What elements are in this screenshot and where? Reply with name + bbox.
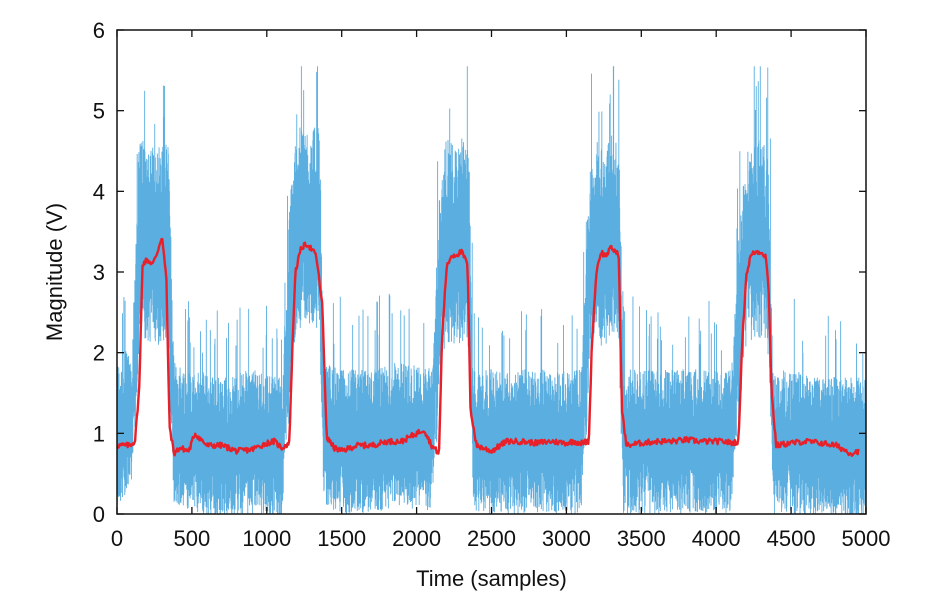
y-tick-label: 6 xyxy=(93,18,105,43)
y-tick-label: 3 xyxy=(93,260,105,285)
x-tick-label: 3000 xyxy=(542,526,591,551)
x-axis-tick-labels: 0 500 1000 1500 2000 2500 3000 3500 4000 4500 5000 xyxy=(111,526,891,551)
x-tick-label: 500 xyxy=(174,526,211,551)
y-tick-label: 4 xyxy=(93,179,105,204)
y-axis-ticks xyxy=(117,29,866,515)
y-tick-label: 5 xyxy=(93,99,105,124)
smoothed-signal-line xyxy=(116,237,860,457)
x-tick-label: 5000 xyxy=(842,526,891,551)
y-tick-label: 0 xyxy=(93,502,105,527)
smoothed-signal-series xyxy=(116,237,860,457)
x-tick-label: 3500 xyxy=(617,526,666,551)
x-tick-label: 1000 xyxy=(242,526,291,551)
x-tick-label: 1500 xyxy=(317,526,366,551)
x-tick-label: 2500 xyxy=(467,526,516,551)
x-axis-label: Time (samples) xyxy=(416,566,567,591)
x-tick-label: 4000 xyxy=(692,526,741,551)
y-tick-label: 2 xyxy=(93,341,105,366)
y-axis-tick-labels: 0 1 2 3 4 5 6 xyxy=(93,18,105,527)
x-axis-ticks xyxy=(116,30,867,514)
x-tick-label: 4500 xyxy=(767,526,816,551)
x-tick-label: 0 xyxy=(111,526,123,551)
y-axis-label: Magnitude (V) xyxy=(42,203,67,341)
y-tick-label: 1 xyxy=(93,421,105,446)
x-tick-label: 2000 xyxy=(392,526,441,551)
